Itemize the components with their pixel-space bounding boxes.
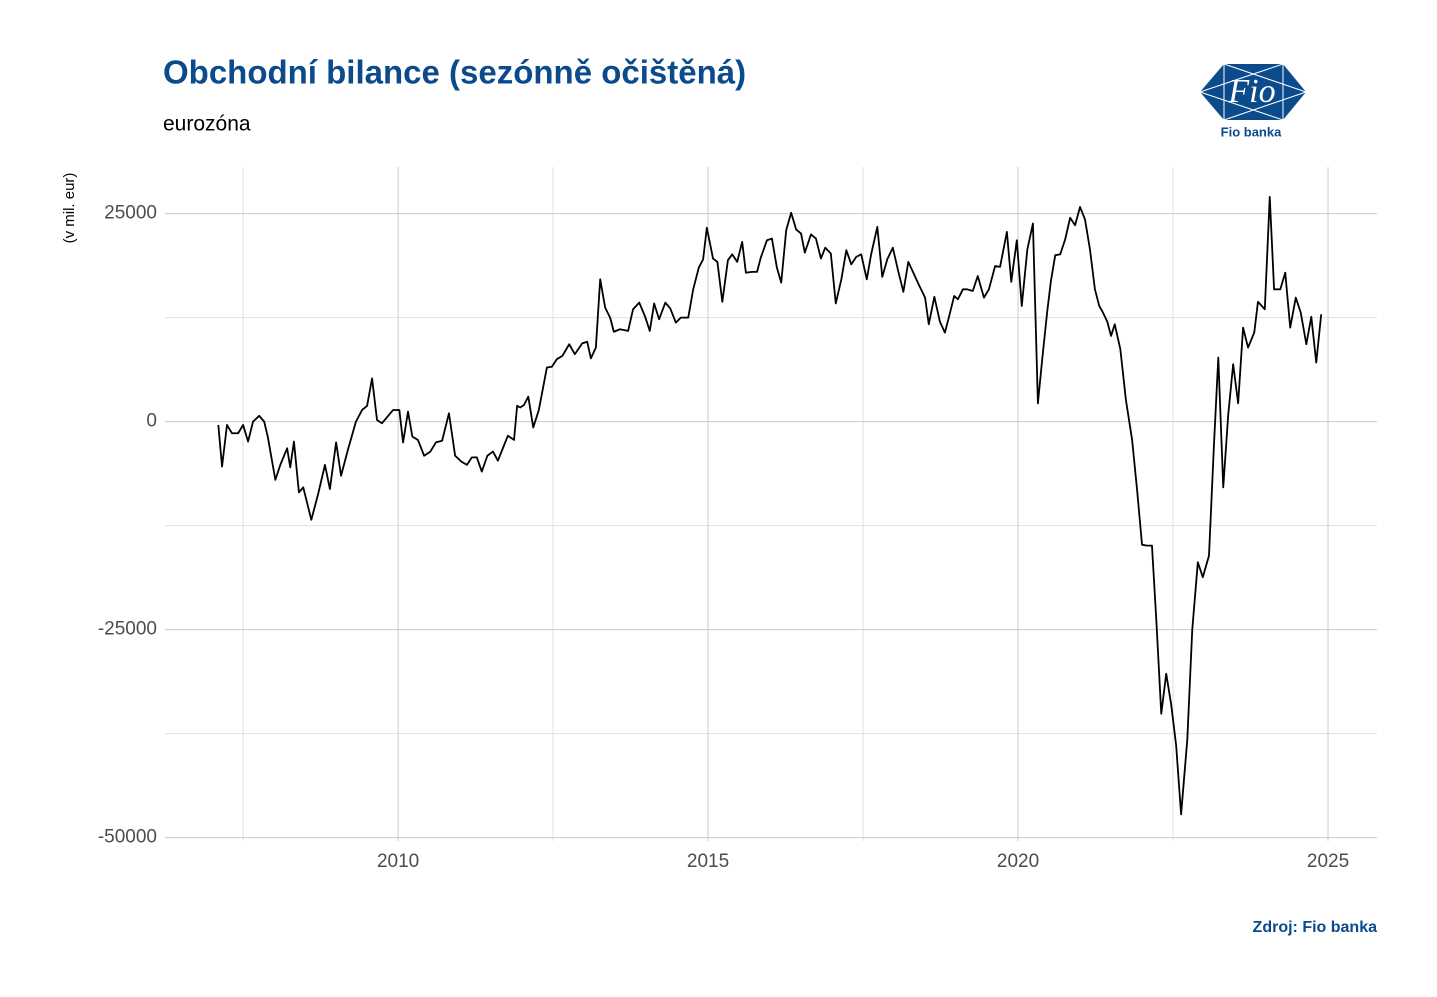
x-tick-label: 2020 [997,851,1039,872]
x-tick-label: 2010 [377,851,419,872]
y-tick-label: 25000 [104,203,157,224]
chart-subtitle: eurozóna [163,113,251,136]
logo-lines [1223,63,1307,121]
y-axis-label: (v mil. eur) [61,173,78,244]
y-tick-label: 0 [146,411,157,432]
logo: Fio Fio banka [1199,63,1307,139]
y-tick-label: -25000 [98,619,157,640]
logo-name: Fio banka [1221,124,1282,139]
x-tick-label: 2025 [1307,851,1349,872]
logo-lines [1199,63,1284,121]
grid [165,167,1377,841]
y-tick-label: -50000 [98,827,157,848]
line [217,196,1323,816]
logo-shape [1200,64,1306,120]
logo-mark: Fio [1227,73,1275,110]
x-tick-label: 2015 [687,851,729,872]
source: Zdroj: Fio banka [1253,919,1378,936]
chart-title: Obchodní bilance (sezónně očištěná) [163,54,746,91]
